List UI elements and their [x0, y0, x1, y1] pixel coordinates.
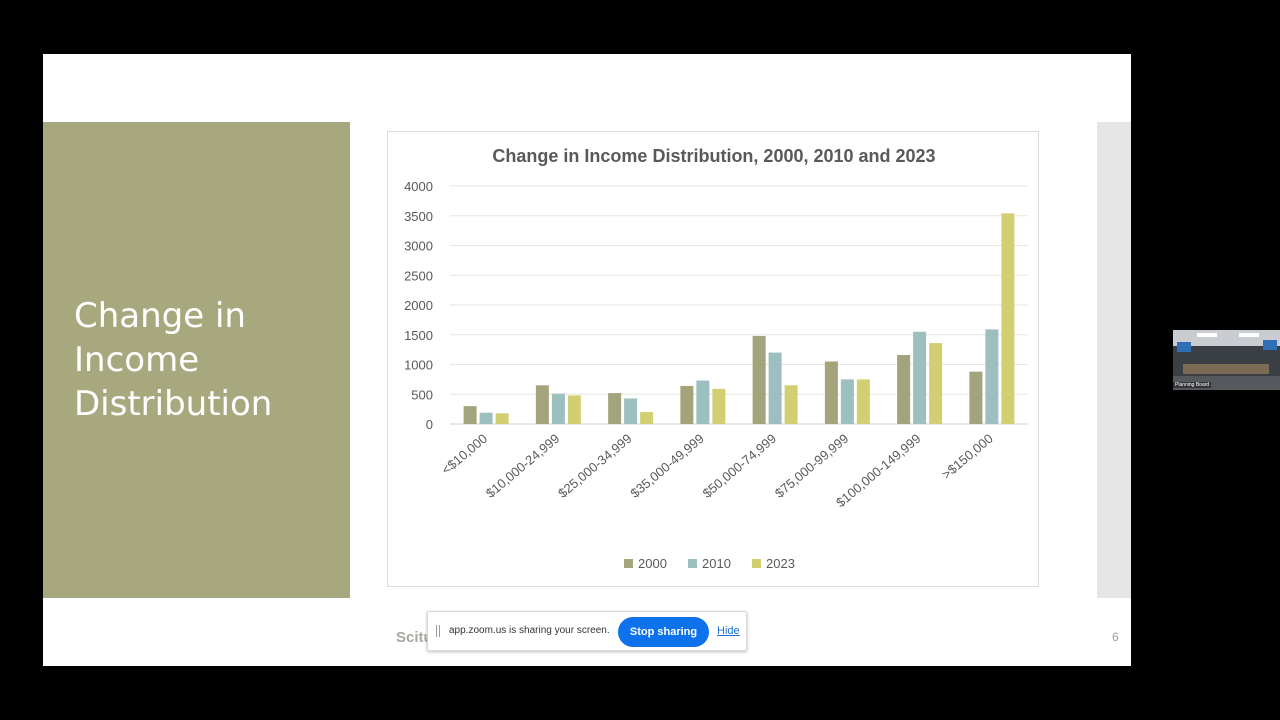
stop-sharing-button[interactable]: Stop sharing	[618, 617, 709, 647]
bar-2000	[897, 354, 911, 424]
presentation-slide: Change in Income Distribution Change in …	[43, 54, 1131, 666]
bar-2000	[463, 406, 477, 424]
bar-2010	[913, 331, 927, 424]
video-light	[1239, 333, 1259, 337]
right-accent-bar	[1097, 122, 1131, 598]
drag-handle-icon[interactable]	[436, 625, 440, 637]
bar-2000	[969, 371, 983, 424]
x-tick-label: $75,000-99,999	[772, 431, 851, 501]
bar-2010	[768, 352, 782, 424]
y-tick-label: 1000	[404, 358, 433, 373]
legend-label-2000: 2000	[638, 556, 667, 571]
video-light	[1197, 333, 1217, 337]
bar-2000	[824, 361, 838, 424]
bar-2023	[856, 379, 870, 424]
y-tick-label: 4000	[404, 179, 433, 194]
bar-2010	[551, 393, 565, 424]
legend-swatch-2023	[752, 559, 761, 568]
share-message: app.zoom.us is sharing your screen.	[449, 625, 610, 636]
y-tick-label: 2000	[404, 298, 433, 313]
video-screen	[1263, 340, 1277, 350]
bar-2000	[608, 393, 622, 424]
bar-2023	[495, 413, 509, 424]
legend-swatch-2010	[688, 559, 697, 568]
bar-2000	[752, 335, 766, 424]
y-tick-label: 3000	[404, 239, 433, 254]
bar-2010	[985, 329, 999, 424]
bar-2010	[479, 412, 493, 424]
y-tick-label: 2500	[404, 268, 433, 283]
x-tick-label: $25,000-34,999	[555, 431, 634, 501]
bar-2000	[535, 385, 549, 424]
bar-2010	[696, 380, 710, 424]
chart-title: Change in Income Distribution, 2000, 201…	[492, 146, 935, 166]
hide-link[interactable]: Hide	[717, 625, 740, 637]
video-floor	[1173, 376, 1280, 390]
bar-2023	[1001, 213, 1015, 424]
participant-video-thumbnail[interactable]: Planning Board	[1173, 330, 1280, 390]
video-screen	[1177, 342, 1191, 352]
y-tick-label: 0	[426, 417, 433, 432]
video-table	[1183, 364, 1269, 374]
y-tick-label: 500	[411, 387, 433, 402]
footer-text: Scitu	[396, 629, 433, 646]
bar-2023	[640, 412, 654, 424]
bar-2023	[929, 343, 943, 424]
x-tick-label: >$150,000	[939, 431, 996, 482]
title-panel: Change in Income Distribution	[43, 122, 350, 598]
bar-2000	[680, 385, 694, 424]
bar-2010	[624, 398, 638, 424]
legend-label-2010: 2010	[702, 556, 731, 571]
x-tick-label: $10,000-24,999	[483, 431, 562, 501]
bar-2010	[840, 379, 854, 424]
bar-2023	[567, 395, 581, 424]
zoom-share-bar[interactable]: app.zoom.us is sharing your screen. Stop…	[427, 611, 747, 651]
y-tick-label: 1500	[404, 328, 433, 343]
income-bar-chart: Change in Income Distribution, 2000, 201…	[404, 146, 1028, 571]
page-number: 6	[1112, 630, 1119, 644]
x-tick-label: <$10,000	[439, 431, 490, 478]
bar-2023	[712, 388, 726, 424]
x-tick-label: $35,000-49,999	[627, 431, 706, 501]
bar-2023	[784, 385, 798, 424]
participant-name-label: Planning Board	[1173, 382, 1212, 388]
legend-label-2023: 2023	[766, 556, 795, 571]
x-tick-label: $50,000-74,999	[700, 431, 779, 501]
y-tick-label: 3500	[404, 209, 433, 224]
chart-container: Change in Income Distribution, 2000, 201…	[387, 131, 1039, 587]
legend-swatch-2000	[624, 559, 633, 568]
slide-title: Change in Income Distribution	[74, 296, 273, 424]
